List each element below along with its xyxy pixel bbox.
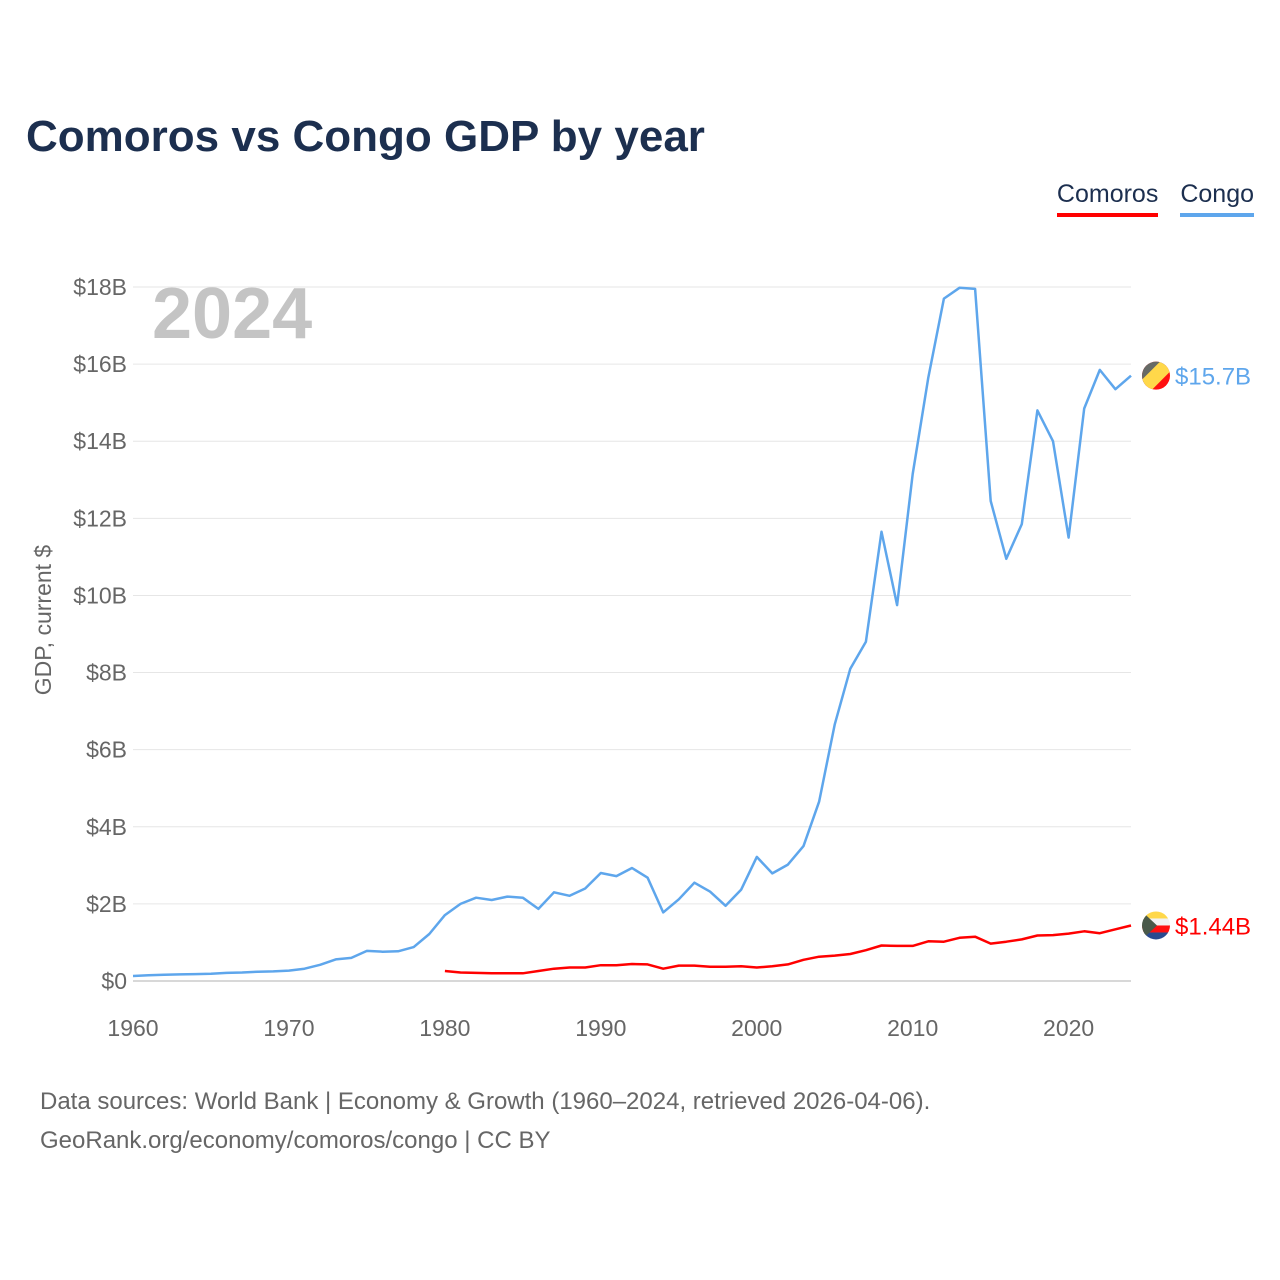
legend: Comoros Congo — [1056, 180, 1254, 217]
x-tick-label: 1990 — [575, 1015, 626, 1041]
y-tick-label: $0 — [101, 968, 127, 994]
comoros-flag-icon — [1142, 911, 1170, 940]
legend-item-congo[interactable]: Congo — [1180, 180, 1254, 217]
y-tick-label: $8B — [86, 660, 127, 686]
y-tick-label: $6B — [86, 737, 127, 763]
y-tick-label: $12B — [73, 505, 127, 531]
chart-title: Comoros vs Congo GDP by year — [26, 112, 705, 161]
x-tick-label: 2000 — [731, 1015, 782, 1041]
footer-sources: Data sources: World Bank | Economy & Gro… — [40, 1088, 931, 1115]
y-tick-label: $10B — [73, 582, 127, 608]
y-axis-ticks: $0 $2B $4B $6B $8B $10B $12B $14B $16B $18B — [73, 274, 127, 994]
end-label-congo: $15.7B — [1175, 364, 1251, 391]
congo-flag-icon — [1142, 361, 1170, 390]
gridlines — [133, 286, 1131, 982]
series-line-comoros — [444, 924, 1132, 975]
series-end-markers: $1.44B $15.7B — [1142, 361, 1251, 940]
y-tick-label: $4B — [86, 814, 127, 840]
end-label-comoros: $1.44B — [1175, 913, 1251, 940]
year-watermark: 2024 — [152, 274, 312, 354]
y-tick-label: $18B — [73, 274, 127, 300]
footer: Data sources: World Bank | Economy & Gro… — [40, 1082, 930, 1160]
y-tick-label: $2B — [86, 891, 127, 917]
x-tick-label: 1980 — [419, 1015, 470, 1041]
x-tick-label: 1960 — [107, 1015, 158, 1041]
series-lines — [132, 286, 1132, 978]
y-axis-label: GDP, current $ — [30, 545, 56, 696]
x-tick-label: 2020 — [1043, 1015, 1094, 1041]
x-tick-label: 1970 — [263, 1015, 314, 1041]
x-axis-ticks: 1960 1970 1980 1990 2000 2010 2020 — [107, 1015, 1094, 1041]
x-tick-label: 2010 — [887, 1015, 938, 1041]
legend-item-comoros[interactable]: Comoros — [1056, 180, 1159, 217]
series-line-congo — [132, 286, 1132, 978]
y-tick-label: $16B — [73, 351, 127, 377]
footer-link[interactable]: GeoRank.org/economy/comoros/congo | CC B… — [40, 1127, 551, 1154]
line-chart: $0$2B$4B$6B$8B$10B$12B$14B$16B$18B 1960 1… — [30, 274, 1251, 1041]
y-tick-label: $14B — [73, 428, 127, 454]
